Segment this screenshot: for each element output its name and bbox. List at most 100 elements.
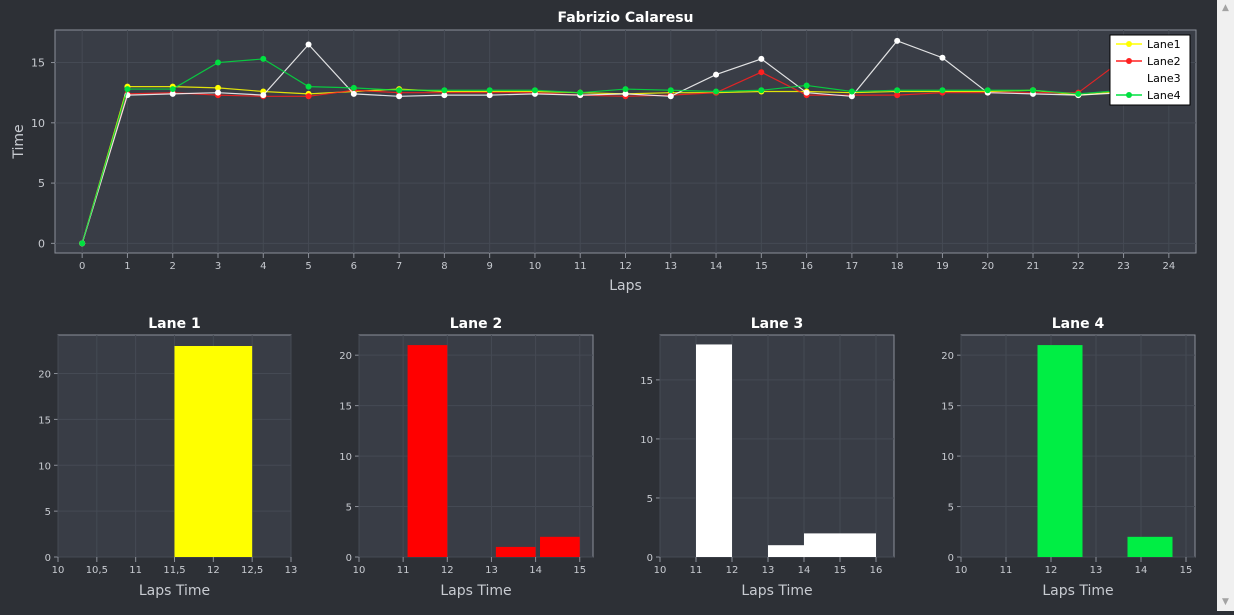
data-point: [350, 90, 357, 97]
data-point: [260, 92, 267, 99]
x-tick-label: 10,5: [86, 565, 108, 576]
x-tick-label: 11: [1000, 565, 1013, 576]
x-tick-label: 13: [485, 565, 498, 576]
data-point: [803, 89, 810, 96]
data-point: [939, 87, 946, 94]
chevron-down-icon[interactable]: ▼: [1222, 597, 1229, 607]
x-tick-label: 13: [762, 565, 775, 576]
y-tick-label: 0: [346, 553, 352, 564]
histogram-x-axis-label: Laps Time: [440, 583, 511, 599]
data-point: [79, 240, 86, 247]
data-point: [758, 69, 765, 76]
histogram-lane-4: 0 5 10 15 20 10 11 12 13 14 15 Lane 4 Laps Time: [941, 316, 1196, 599]
x-tick-label: 19: [936, 261, 949, 272]
y-tick-label: 5: [45, 507, 51, 518]
x-tick-label: 6: [351, 261, 357, 272]
x-tick-label: 16: [870, 565, 883, 576]
x-tick-label: 12: [726, 565, 739, 576]
data-point: [667, 93, 674, 100]
histogram-bar: [1127, 536, 1173, 557]
y-tick-label: 5: [38, 177, 45, 190]
data-point: [215, 84, 221, 91]
x-tick-label: 0: [79, 261, 85, 272]
x-tick-label: 10: [529, 261, 542, 272]
data-point: [169, 86, 176, 93]
series-line: [81, 58, 1124, 244]
x-tick-label: 11,5: [163, 565, 185, 576]
y-tick-label: 15: [339, 402, 352, 413]
data-point: [848, 88, 855, 95]
x-tick-label: 12: [619, 261, 632, 272]
y-tick-label: 15: [31, 57, 45, 70]
x-tick-label: 13: [1090, 565, 1103, 576]
legend-box: [1109, 34, 1191, 106]
y-tick-label: 15: [941, 402, 954, 413]
y-tick-label: 10: [31, 117, 45, 130]
y-tick-label: 10: [38, 461, 51, 472]
data-point: [1030, 87, 1036, 94]
histogram-bar: [804, 533, 840, 557]
legend-marker: [1126, 75, 1132, 81]
data-point: [803, 82, 810, 89]
x-tick-label: 24: [1162, 261, 1175, 272]
x-tick-label: 15: [1180, 565, 1193, 576]
x-tick-label: 10: [353, 565, 366, 576]
y-tick-label: 20: [339, 351, 352, 362]
data-point: [531, 87, 538, 94]
data-point: [894, 92, 901, 99]
histogram-lane-1: 0 5 10 15 20 10 10,5 11 11,5 12 12,5 13 Lane 1 Laps T…: [38, 316, 297, 599]
data-point: [305, 93, 312, 100]
histogram-bar: [495, 546, 536, 557]
legend-label: Lane3: [1147, 72, 1181, 85]
x-tick-label: 12,5: [241, 565, 263, 576]
histogram-bar: [407, 345, 448, 557]
histogram-x-axis-label: Laps Time: [139, 583, 210, 599]
data-point: [486, 92, 493, 99]
x-tick-label: 11: [574, 261, 587, 272]
histogram-x-axis-label: Laps Time: [1042, 583, 1113, 599]
legend-entry-lane3: Lane3: [1116, 72, 1181, 85]
histogram-bar: [696, 344, 732, 557]
histogram-lane-2: 0 5 10 15 20 10 11 12 13 14 15 Lane 2 Laps Time: [339, 316, 594, 599]
data-point: [350, 84, 357, 91]
x-tick-label: 20: [981, 261, 994, 272]
data-point: [984, 87, 991, 94]
histogram-bar: [174, 346, 253, 557]
legend-marker: [1126, 41, 1132, 47]
y-tick-label: 15: [640, 376, 653, 387]
x-tick-label: 11: [129, 565, 142, 576]
x-tick-label: 12: [1045, 565, 1058, 576]
x-tick-label: 2: [170, 261, 176, 272]
data-point: [577, 89, 584, 96]
x-tick-label: 3: [215, 261, 221, 272]
line-chart-title: Fabrizio Calaresu: [557, 10, 693, 26]
data-point: [486, 87, 493, 94]
series-lane4: [79, 55, 1127, 247]
series-line: [81, 58, 1124, 244]
data-point: [441, 92, 448, 99]
y-tick-label: 0: [45, 553, 51, 564]
y-tick-label: 5: [948, 503, 954, 514]
x-tick-label: 11: [690, 565, 703, 576]
data-point: [215, 89, 221, 96]
x-tick-label: 18: [891, 261, 904, 272]
data-point: [713, 88, 720, 95]
data-point: [622, 86, 629, 93]
histogram-plot-area: [358, 334, 594, 558]
legend-label: Lane1: [1147, 38, 1181, 51]
legend-label: Lane4: [1147, 89, 1181, 102]
data-point: [758, 55, 765, 62]
legend-entry-lane1: Lane1: [1116, 38, 1181, 51]
vertical-scrollbar[interactable]: ▲ ▼: [1217, 0, 1234, 611]
x-tick-label: 22: [1072, 261, 1085, 272]
legend-marker: [1126, 58, 1132, 64]
chevron-up-icon[interactable]: ▲: [1222, 3, 1229, 13]
x-tick-label: 11: [397, 565, 410, 576]
x-tick-label: 13: [664, 261, 677, 272]
x-tick-label: 14: [710, 261, 723, 272]
histogram-plot-area: [659, 334, 895, 558]
x-tick-label: 9: [486, 261, 492, 272]
histogram-bar: [540, 536, 580, 557]
x-tick-label: 10: [955, 565, 968, 576]
